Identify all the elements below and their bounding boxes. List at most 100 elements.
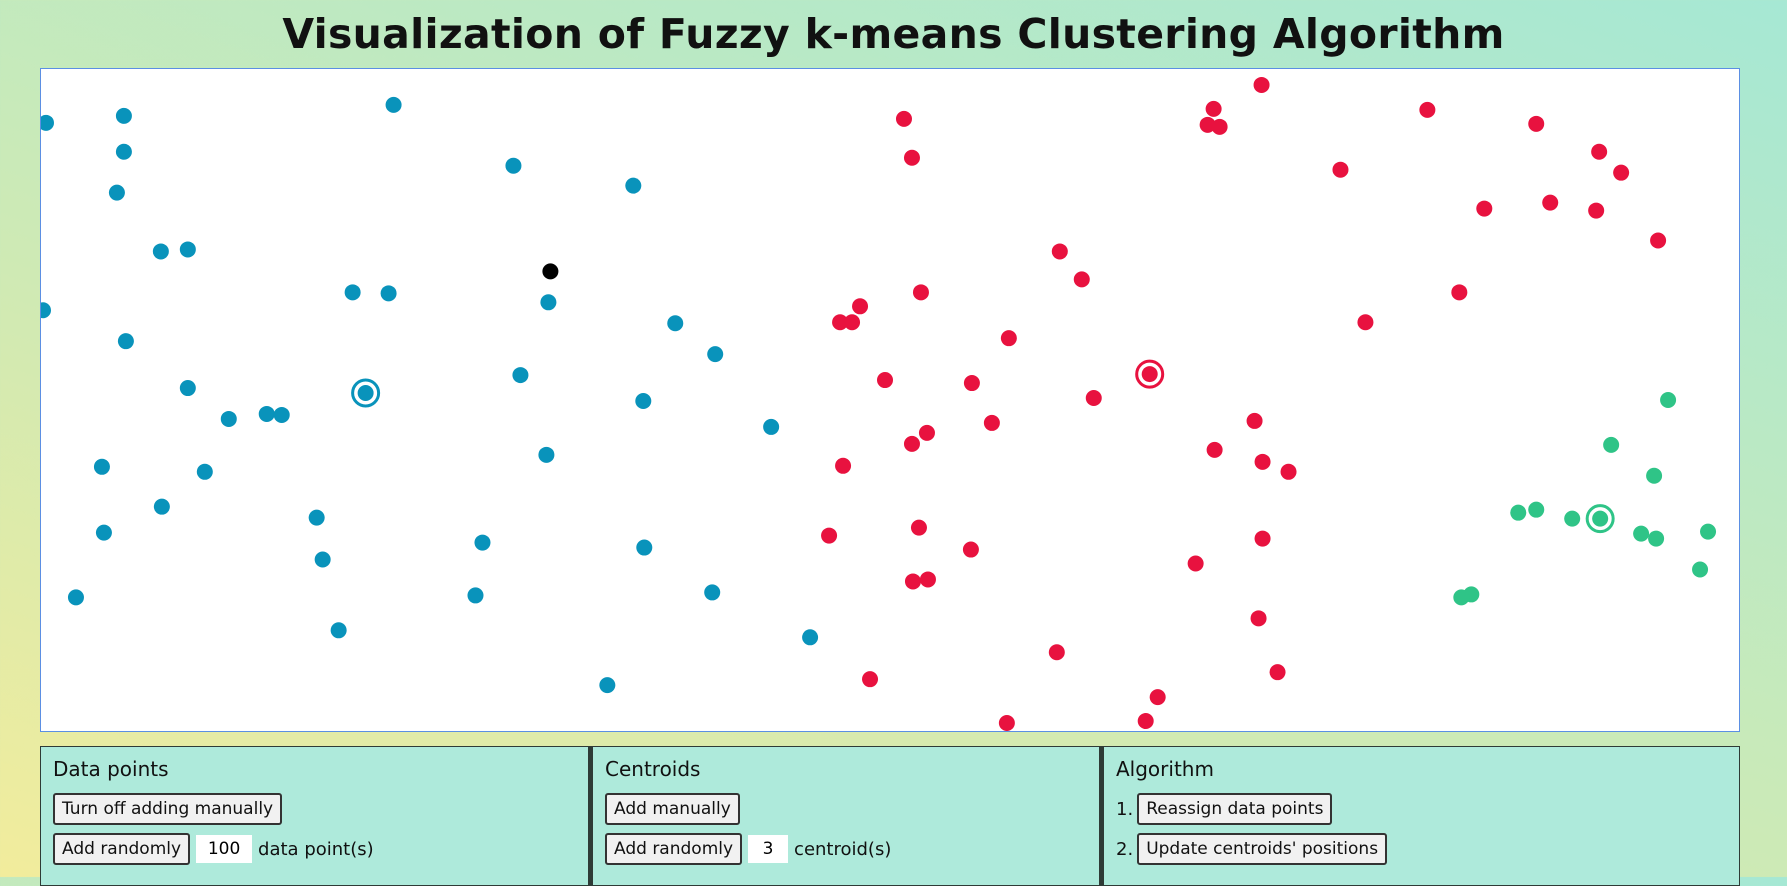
data-point-blue[interactable] [108, 184, 125, 201]
add-random-points-button[interactable]: Add randomly [53, 833, 191, 865]
data-point-red[interactable] [1199, 116, 1216, 133]
data-point-blue[interactable] [599, 677, 616, 694]
data-point-blue[interactable] [196, 463, 213, 480]
centroid-blue[interactable] [351, 378, 381, 408]
data-point-blue[interactable] [667, 315, 684, 332]
data-point-red[interactable] [983, 414, 1000, 431]
data-point-blue[interactable] [625, 177, 642, 194]
data-point-count-input[interactable] [196, 835, 253, 863]
data-point-blue[interactable] [802, 629, 819, 646]
data-point-red[interactable] [1650, 232, 1667, 249]
data-point-green[interactable] [1660, 392, 1677, 408]
data-point-green[interactable] [1692, 561, 1709, 578]
data-point-red[interactable] [912, 284, 929, 301]
data-point-blue[interactable] [763, 418, 780, 435]
data-point-red[interactable] [1357, 314, 1374, 331]
data-point-red[interactable] [919, 571, 936, 588]
data-point-red[interactable] [1051, 243, 1068, 260]
data-point-red[interactable] [1206, 441, 1223, 458]
data-point-red[interactable] [1528, 115, 1545, 132]
clustering-canvas[interactable] [40, 68, 1740, 732]
data-point-blue[interactable] [540, 294, 557, 311]
data-point-green[interactable] [1633, 525, 1650, 542]
data-point-red[interactable] [821, 527, 838, 544]
data-point-red[interactable] [1246, 412, 1263, 429]
data-point-blue[interactable] [512, 367, 529, 384]
data-point-red[interactable] [835, 457, 852, 474]
data-point-green[interactable] [1603, 436, 1620, 453]
data-point-red[interactable] [1149, 689, 1166, 706]
data-point-red[interactable] [1073, 271, 1090, 288]
data-point-blue[interactable] [314, 551, 331, 568]
data-point-green[interactable] [1528, 501, 1545, 518]
data-point-red[interactable] [903, 149, 920, 166]
data-point-blue[interactable] [179, 241, 196, 258]
data-point-blue[interactable] [152, 243, 169, 260]
data-point-red[interactable] [1187, 555, 1204, 572]
data-point-red[interactable] [998, 715, 1015, 731]
data-point-red[interactable] [862, 671, 879, 688]
data-point-green[interactable] [1648, 530, 1665, 547]
data-point-red[interactable] [1137, 713, 1154, 730]
centroid-green[interactable] [1585, 504, 1615, 534]
data-point-blue[interactable] [505, 157, 522, 174]
data-point-blue[interactable] [344, 284, 361, 301]
data-point-blue[interactable] [41, 302, 51, 319]
data-point-red[interactable] [1205, 100, 1222, 117]
data-point-red[interactable] [1280, 463, 1297, 480]
data-point-blue[interactable] [707, 346, 724, 363]
data-point-blue[interactable] [380, 285, 397, 302]
scatter-plot[interactable] [41, 69, 1739, 731]
add-random-centroids-button[interactable]: Add randomly [605, 833, 743, 865]
data-point-red[interactable] [877, 372, 894, 389]
centroid-count-input[interactable] [748, 835, 789, 863]
data-point-red[interactable] [1591, 143, 1608, 160]
selected-data-point[interactable] [542, 263, 559, 280]
data-point-red[interactable] [903, 435, 920, 452]
data-point-red[interactable] [963, 375, 980, 392]
data-point-red[interactable] [1332, 161, 1349, 178]
data-point-green[interactable] [1510, 504, 1527, 521]
data-point-red[interactable] [1253, 76, 1270, 93]
data-point-blue[interactable] [67, 589, 84, 606]
centroid-red[interactable] [1135, 359, 1165, 389]
data-point-blue[interactable] [153, 498, 170, 515]
data-point-blue[interactable] [308, 509, 325, 526]
add-centroid-manually-button[interactable]: Add manually [605, 793, 740, 825]
data-point-blue[interactable] [220, 410, 237, 427]
update-centroids-button[interactable]: Update centroids' positions [1137, 833, 1388, 865]
data-point-blue[interactable] [95, 524, 112, 541]
data-point-blue[interactable] [635, 392, 652, 409]
data-point-red[interactable] [1588, 202, 1605, 219]
data-point-red[interactable] [1048, 644, 1065, 661]
data-point-red[interactable] [1254, 453, 1271, 470]
data-point-red[interactable] [1085, 390, 1102, 407]
reassign-data-points-button[interactable]: Reassign data points [1137, 793, 1333, 825]
data-point-blue[interactable] [385, 96, 402, 113]
data-point-green[interactable] [1564, 510, 1581, 527]
data-point-blue[interactable] [115, 143, 132, 160]
data-point-blue[interactable] [115, 107, 132, 124]
data-point-red[interactable] [895, 110, 912, 127]
toggle-manual-adding-button[interactable]: Turn off adding manually [53, 793, 283, 825]
data-point-red[interactable] [904, 573, 921, 590]
data-point-blue[interactable] [273, 406, 290, 423]
data-point-red[interactable] [1419, 101, 1436, 118]
data-point-blue[interactable] [117, 333, 134, 350]
data-point-blue[interactable] [467, 587, 484, 604]
data-point-red[interactable] [1250, 610, 1267, 627]
data-point-blue[interactable] [258, 405, 275, 422]
data-point-green[interactable] [1700, 523, 1717, 540]
data-point-red[interactable] [962, 541, 979, 558]
data-point-red[interactable] [1451, 284, 1468, 301]
data-point-blue[interactable] [704, 584, 721, 601]
data-point-blue[interactable] [636, 539, 653, 556]
data-point-red[interactable] [832, 314, 849, 331]
data-point-blue[interactable] [93, 458, 110, 475]
data-point-red[interactable] [910, 519, 927, 536]
data-point-blue[interactable] [538, 446, 555, 463]
data-point-green[interactable] [1453, 589, 1470, 606]
data-point-blue[interactable] [474, 534, 491, 551]
data-point-red[interactable] [1000, 330, 1017, 347]
data-point-red[interactable] [1211, 118, 1228, 135]
